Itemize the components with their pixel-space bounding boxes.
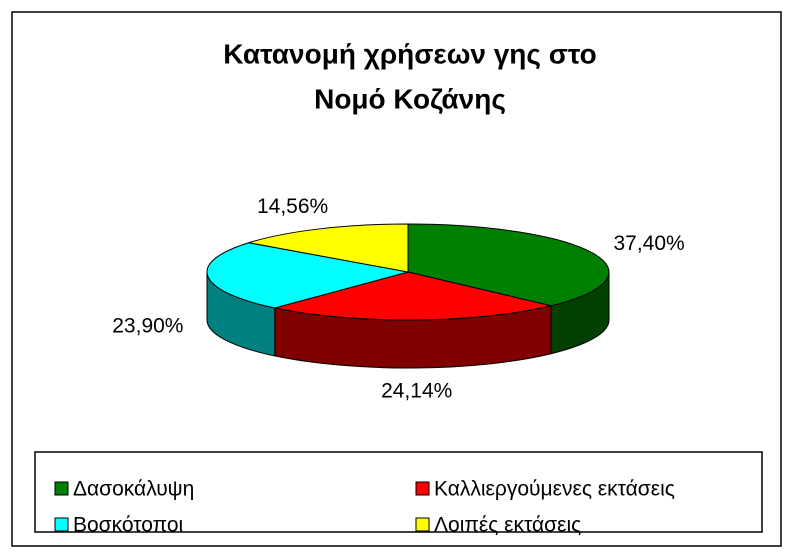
- legend-swatch: [415, 481, 430, 496]
- legend-label: Βοσκότοποι: [73, 514, 184, 537]
- legend-swatch: [54, 517, 69, 532]
- slice: [206, 242, 409, 309]
- chart-title: Νομό Κοζάνης: [314, 83, 506, 114]
- data-label: 37,40%: [613, 232, 684, 255]
- slice: [248, 223, 409, 273]
- legend-label: Λοιπές εκτάσεις: [434, 514, 581, 537]
- slice: [407, 223, 610, 307]
- data-label: 24,14%: [381, 380, 452, 403]
- chart-title: Κατανομή χρήσεων γης στο: [223, 38, 596, 69]
- legend-label: Δασοκάλυψη: [73, 478, 194, 501]
- legend-label: Καλλιεργούμενες εκτάσεις: [434, 478, 675, 501]
- data-label: 14,56%: [257, 195, 328, 218]
- legend-swatch: [54, 481, 69, 496]
- data-label: 23,90%: [112, 314, 183, 337]
- legend-swatch: [415, 517, 430, 532]
- slice: [274, 271, 552, 321]
- legend-box: [34, 451, 763, 533]
